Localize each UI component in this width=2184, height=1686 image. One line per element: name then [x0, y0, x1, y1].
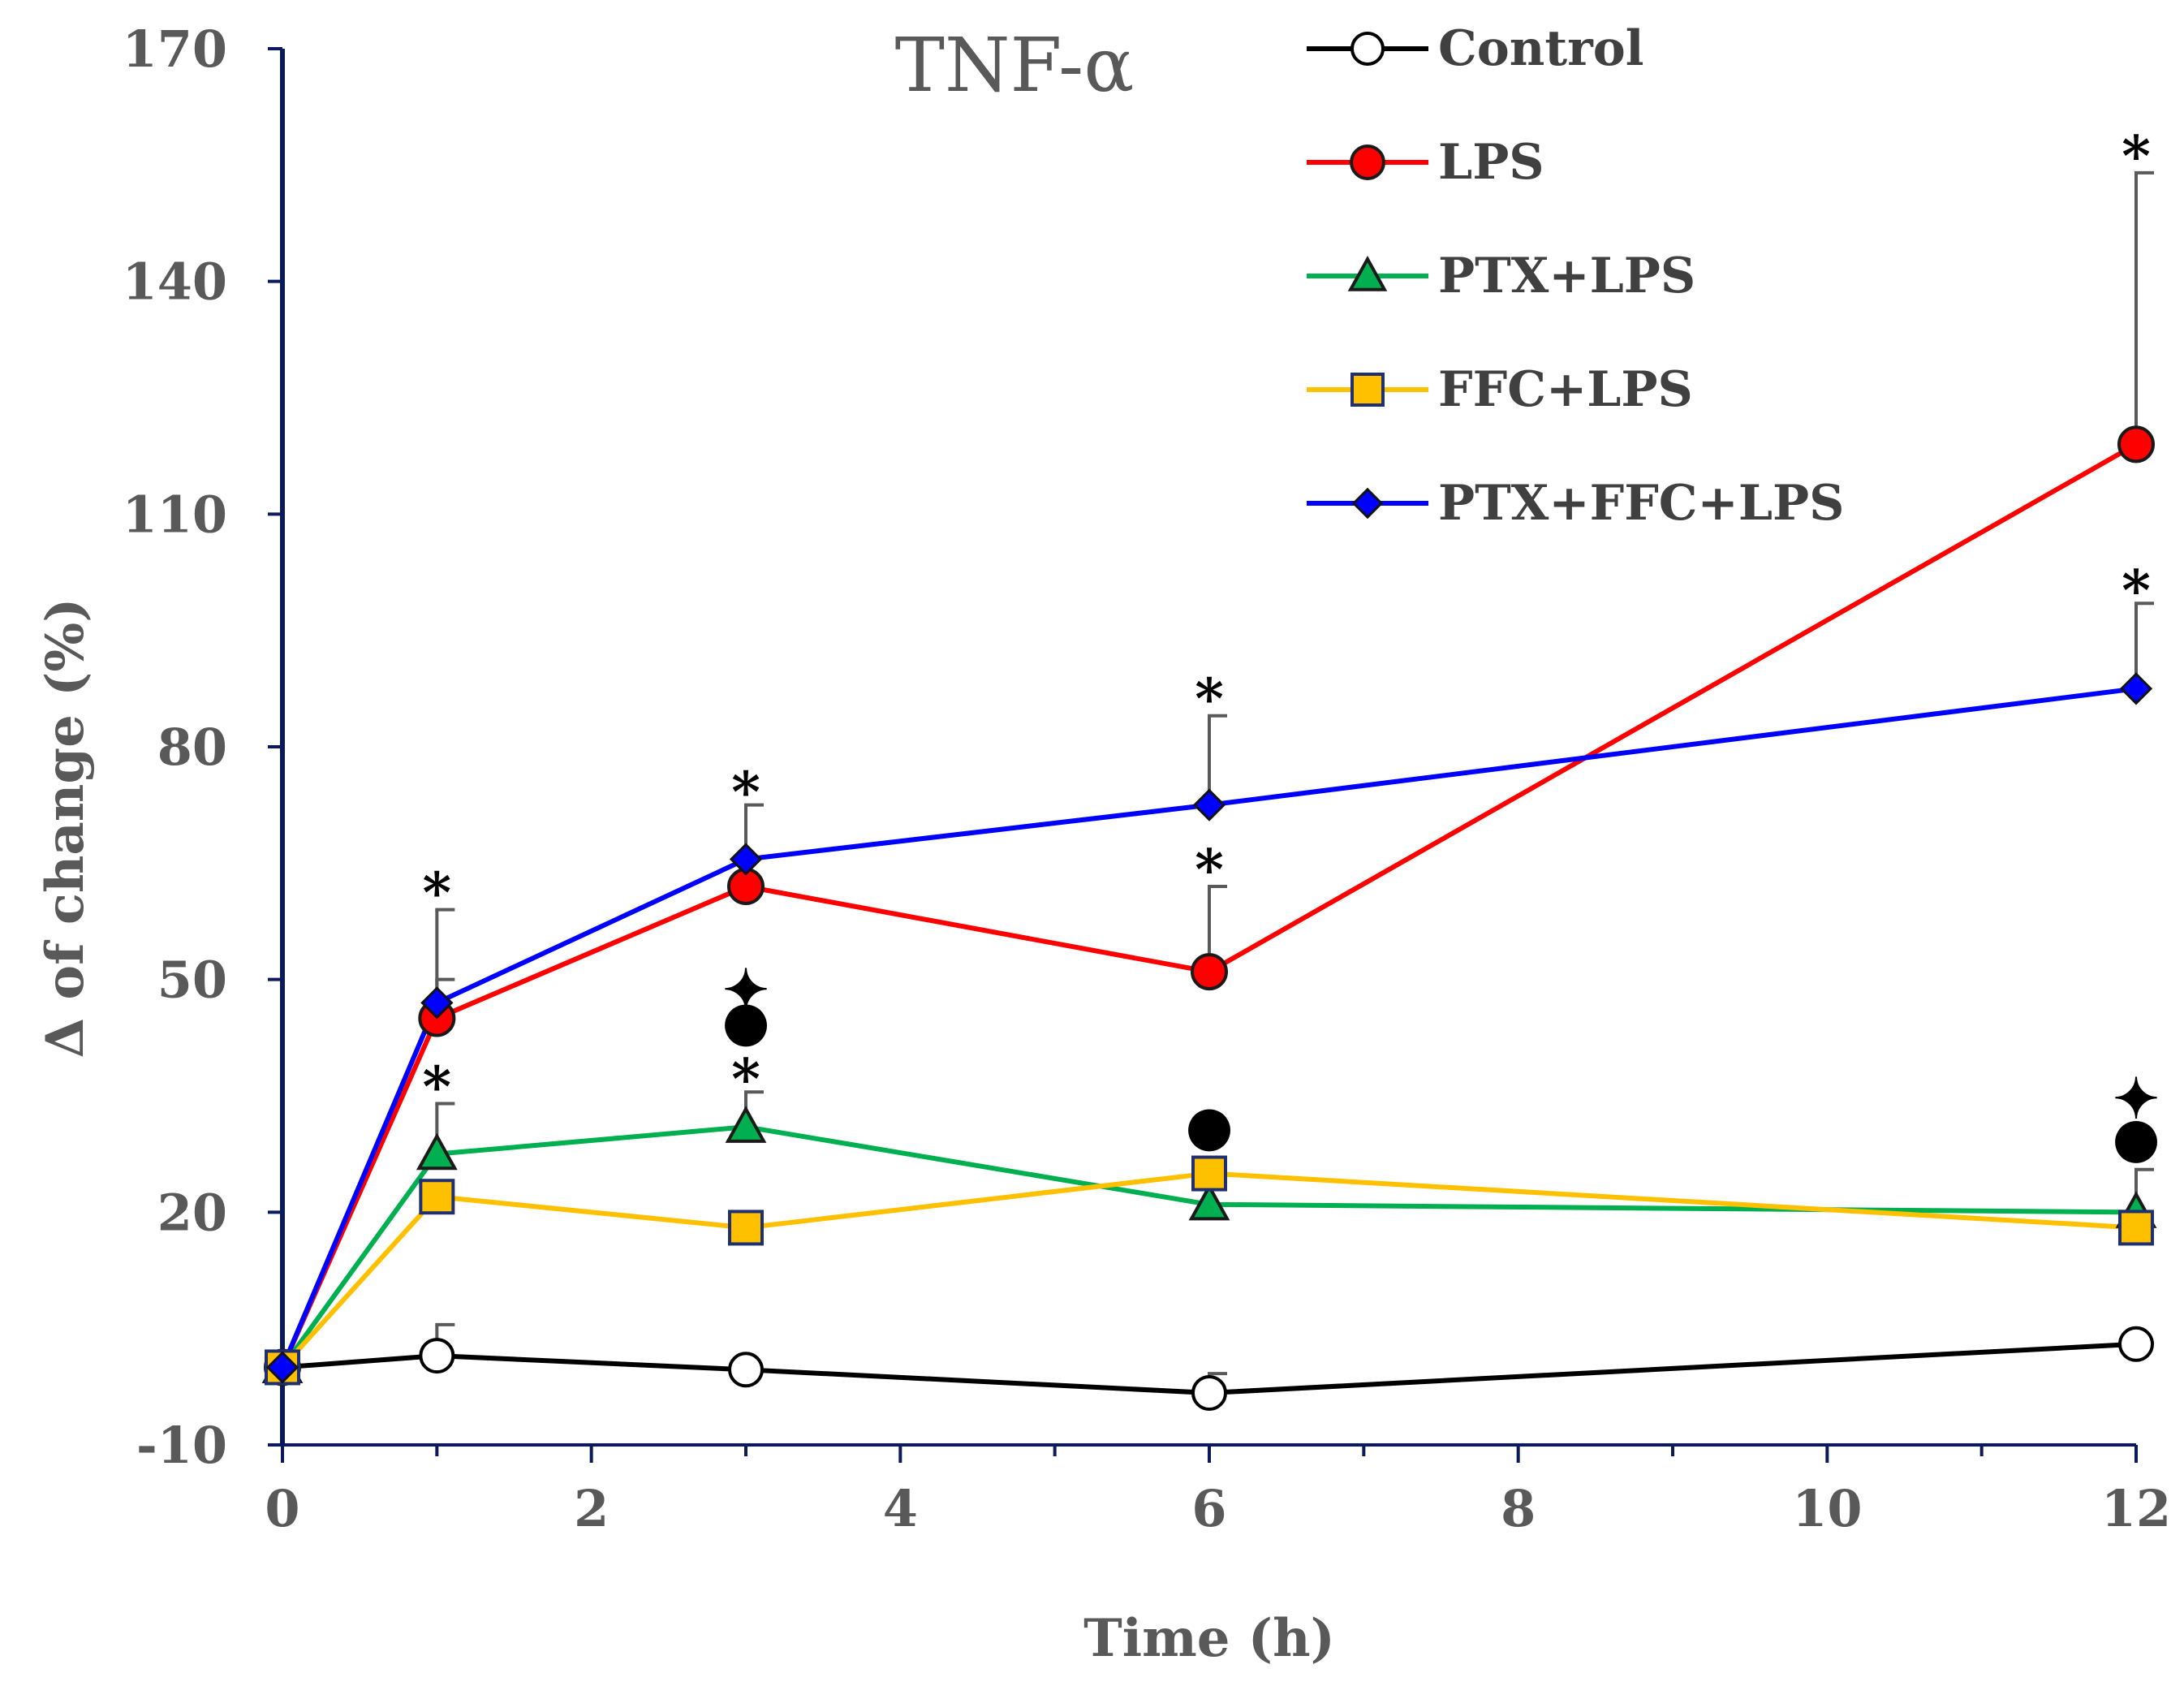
data-point — [1347, 255, 1388, 291]
data-point — [1350, 144, 1385, 180]
data-point — [2119, 672, 2153, 705]
y-tick-label: 20 — [157, 1183, 227, 1242]
significance-mark: * — [731, 1047, 760, 1112]
legend: Control LPS PTX+LPS FFC+LPS PTX+FFC+LPS — [1307, 20, 1844, 532]
legend-label: FFC+LPS — [1438, 361, 1693, 418]
x-tick-label: 10 — [1792, 1479, 1862, 1538]
y-tick-label: 110 — [123, 485, 227, 544]
data-point — [2117, 425, 2155, 464]
significance-annotations: ****●✦**●**●✦ — [423, 124, 2160, 1171]
x-tick-label: 4 — [883, 1479, 918, 1538]
y-tick-label: 80 — [157, 718, 227, 777]
significance-mark: * — [423, 1054, 452, 1119]
data-point — [725, 1106, 767, 1143]
y-tick-label: -10 — [136, 1416, 227, 1475]
data-point — [1192, 788, 1226, 821]
x-tick-label: 2 — [574, 1479, 609, 1538]
data-point — [1351, 487, 1384, 520]
data-point — [1188, 1183, 1230, 1221]
significance-mark: ● — [2112, 1106, 2160, 1171]
data-point — [419, 1179, 455, 1215]
significance-mark: ✦ — [2113, 1067, 2160, 1132]
chart-title: TNF-α — [895, 22, 1135, 109]
x-axis-ticks: 0 2 4 6 8 10 12 — [265, 1445, 2171, 1538]
data-point — [265, 1351, 299, 1384]
x-tick-label: 12 — [2101, 1479, 2171, 1538]
legend-label: PTX+FFC+LPS — [1438, 475, 1844, 532]
data-point — [729, 843, 763, 876]
data-point — [728, 1352, 764, 1388]
significance-mark: * — [731, 760, 760, 825]
data-point — [420, 986, 454, 1020]
data-point — [728, 1210, 764, 1246]
legend-label: Control — [1438, 20, 1644, 77]
data-point — [1191, 953, 1228, 991]
y-axis-ticks: -10 20 50 80 110 140 170 — [123, 19, 282, 1475]
x-tick-label: 8 — [1501, 1479, 1536, 1538]
x-axis-title: Time (h) — [1083, 1608, 1335, 1669]
significance-mark: ● — [722, 989, 769, 1054]
data-point — [416, 1132, 458, 1171]
significance-mark: * — [2122, 558, 2151, 623]
data-point — [1350, 32, 1385, 66]
data-point — [419, 1338, 455, 1374]
y-axis-title: Δ of change (%) — [35, 597, 96, 1058]
y-tick-label: 170 — [123, 19, 227, 79]
data-point — [1191, 1374, 1227, 1411]
data-point — [1191, 1155, 1227, 1192]
significance-mark: ✦ — [723, 958, 769, 1023]
data-point — [2118, 1210, 2154, 1246]
y-tick-label: 140 — [123, 252, 227, 312]
legend-label: LPS — [1438, 134, 1544, 191]
significance-mark: * — [423, 861, 452, 926]
x-tick-label: 6 — [1191, 1479, 1226, 1538]
significance-mark: * — [2122, 124, 2151, 189]
significance-mark: * — [1195, 838, 1224, 903]
significance-mark: ● — [1185, 1093, 1233, 1158]
series-markers — [261, 425, 2157, 1411]
significance-mark: * — [1195, 667, 1224, 732]
data-point — [1350, 373, 1385, 407]
x-tick-label: 0 — [265, 1479, 299, 1538]
legend-label: PTX+LPS — [1438, 248, 1695, 304]
data-point — [2118, 1326, 2154, 1362]
y-tick-label: 50 — [157, 951, 227, 1010]
